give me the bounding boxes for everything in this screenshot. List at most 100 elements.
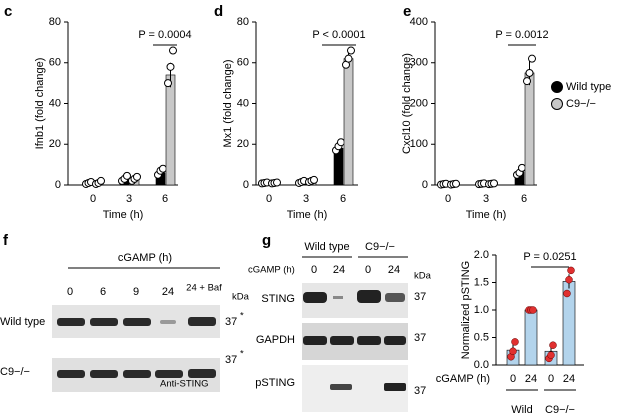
lane-label: 0: [67, 286, 73, 298]
data-point: [529, 306, 537, 314]
lane-label: 0: [311, 264, 317, 276]
bar: [524, 72, 535, 186]
x-axis-label: Time (h): [466, 209, 507, 221]
x-tick-label: 0: [510, 373, 516, 385]
y-tick-label: 300: [410, 57, 428, 69]
x-tick-label: 0: [266, 193, 272, 205]
data-point: [518, 163, 526, 172]
y-tick-label: 1.0: [474, 304, 489, 316]
bands: [303, 290, 406, 391]
y-tick-label: 0.5: [474, 331, 489, 343]
x-axis-label: cGAMP (h): [436, 373, 490, 385]
data-point: [452, 179, 460, 188]
marker-label: 37: [225, 316, 237, 328]
data-point: [523, 77, 531, 86]
data-point: [97, 176, 105, 185]
x-tick-label: 24: [563, 373, 575, 385]
y-tick-label: 40: [237, 97, 249, 109]
y-axis-label: Ifnb1 (fold change): [34, 58, 46, 150]
y-tick-label: 80: [237, 16, 249, 28]
data-point: [273, 178, 281, 187]
panel-letter: e: [403, 3, 411, 20]
panel-letter: g: [262, 232, 271, 249]
data-point: [563, 289, 571, 298]
data-point: [344, 54, 353, 63]
data-point: [547, 351, 555, 359]
data-point: [490, 179, 498, 188]
annotation: P < 0.0001: [312, 29, 365, 41]
treatment-label: cGAMP (h): [118, 252, 172, 264]
y-tick-label: 100: [410, 138, 428, 150]
y-tick-label: 20: [237, 138, 249, 150]
data-point: [133, 172, 141, 181]
row-label: Wild type: [0, 316, 45, 328]
x-tick-label: 0: [90, 193, 96, 205]
y-tick-label: 80: [49, 16, 61, 28]
y-axis-label: Mx1 (fold change): [222, 59, 234, 147]
annotation: P = 0.0251: [523, 251, 576, 263]
marker-label: 37: [414, 291, 426, 303]
bar: [165, 74, 176, 186]
marker-label: 37: [414, 385, 426, 397]
x-axis-label: Time (h): [287, 209, 328, 221]
lane-label: 24: [388, 264, 400, 276]
lane-label: 0: [365, 264, 371, 276]
group-label: C9−/−: [365, 241, 395, 253]
data-point: [347, 46, 355, 55]
x-tick-label: 0: [548, 373, 554, 385]
y-tick-label: 200: [410, 97, 428, 109]
bar: [524, 309, 538, 366]
data-point: [310, 175, 318, 184]
marker-label: 37: [225, 354, 237, 366]
bands: [57, 317, 216, 378]
y-tick-label: 40: [49, 97, 61, 109]
group-label: C9−/−: [545, 404, 575, 416]
row-label: GAPDH: [256, 334, 295, 346]
unit-label: kDa: [232, 292, 250, 303]
marker-note: *: [240, 349, 244, 360]
data-point: [337, 138, 345, 147]
x-tick-label: 3: [303, 193, 309, 205]
lane-label: 6: [100, 286, 106, 298]
lane-label: 9: [133, 286, 139, 298]
panel-letter: c: [4, 3, 12, 20]
data-point: [159, 164, 167, 173]
treatment-label: cGAMP (h): [248, 265, 295, 276]
y-tick-label: 60: [49, 57, 61, 69]
unit-label: kDa: [414, 271, 432, 282]
y-tick-label: 0.0: [474, 359, 489, 371]
x-tick-label: 6: [521, 193, 527, 205]
row-label: C9−/−: [0, 366, 30, 378]
marker-note: *: [240, 311, 244, 322]
y-axis-label: Normalized pSTING: [460, 261, 472, 359]
data-point: [511, 338, 519, 346]
x-tick-label: 0: [445, 193, 451, 205]
annotation: P = 0.0004: [138, 29, 191, 41]
x-tick-label: 24: [525, 373, 537, 385]
data-point: [565, 276, 573, 284]
data-point: [528, 54, 536, 63]
panel-letter: d: [214, 3, 223, 20]
data-point: [567, 266, 575, 275]
legend-label: Wild type: [566, 81, 611, 93]
data-point: [169, 46, 177, 55]
legend-marker: [551, 98, 563, 110]
bar: [343, 58, 354, 186]
x-tick-label: 3: [126, 193, 132, 205]
legend-label: C9−/−: [566, 98, 596, 110]
data-point: [509, 347, 517, 355]
data-point: [549, 341, 557, 349]
y-tick-label: 400: [410, 16, 428, 28]
antibody-label: Anti-STING: [160, 379, 209, 390]
annotation: P = 0.0012: [495, 29, 548, 41]
data-point: [525, 68, 534, 77]
x-axis-label: Time (h): [103, 209, 144, 221]
y-tick-label: 2.0: [474, 249, 489, 261]
y-tick-label: 0: [243, 179, 249, 191]
lane-label: 24: [333, 264, 345, 276]
y-axis-label: Cxcl10 (fold change): [401, 53, 413, 154]
y-tick-label: 0: [422, 179, 428, 191]
row-label: pSTING: [255, 377, 295, 389]
group-label: Wild: [511, 404, 532, 416]
